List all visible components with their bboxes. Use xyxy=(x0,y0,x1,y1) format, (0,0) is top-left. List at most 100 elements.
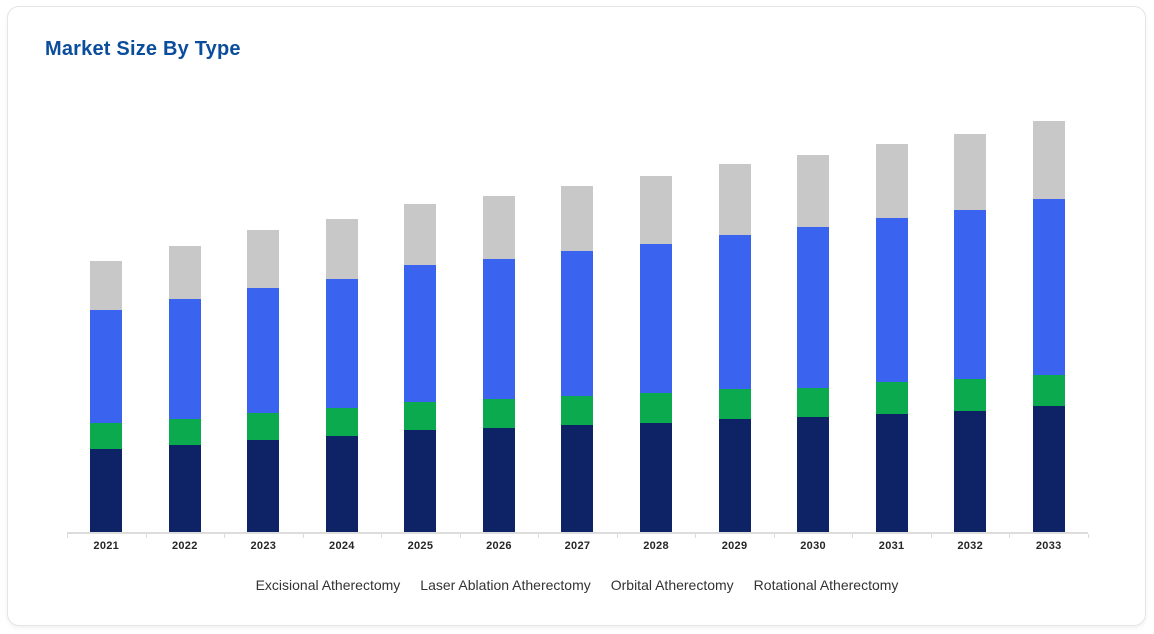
category-slot-2025: 2025 xyxy=(381,100,460,552)
bar-segment-excisional-atherectomy-2033[interactable] xyxy=(1032,406,1065,532)
bar-segment-rotational-atherectomy-2029[interactable] xyxy=(718,164,751,235)
x-axis-label-2032: 2032 xyxy=(957,540,984,552)
bar-segment-orbital-atherectomy-2033[interactable] xyxy=(1032,199,1065,375)
plot-area: 2021 2022 2023 2024 2025 2026 2027 2028 2029 2030… xyxy=(67,100,1089,552)
bar-segment-laser-ablation-atherectomy-2026[interactable] xyxy=(482,399,515,428)
bar-segment-orbital-atherectomy-2031[interactable] xyxy=(875,218,908,382)
bar-segment-rotational-atherectomy-2022[interactable] xyxy=(168,246,201,299)
bar-segment-rotational-atherectomy-2033[interactable] xyxy=(1032,121,1065,199)
bar-segment-orbital-atherectomy-2027[interactable] xyxy=(561,251,594,396)
stacked-bar-2021 xyxy=(90,261,123,532)
x-axis-tick xyxy=(773,534,775,538)
bar-segment-rotational-atherectomy-2024[interactable] xyxy=(325,219,358,279)
bar-segment-orbital-atherectomy-2023[interactable] xyxy=(247,288,280,413)
stacked-bar-2024 xyxy=(325,219,358,532)
bar-segment-excisional-atherectomy-2024[interactable] xyxy=(325,436,358,532)
stacked-bar-2032 xyxy=(954,134,987,532)
x-axis-tick xyxy=(1009,534,1011,538)
stacked-bar-2023 xyxy=(247,230,280,532)
x-axis-tick xyxy=(1088,534,1089,538)
bar-segment-orbital-atherectomy-2028[interactable] xyxy=(640,244,673,393)
bar-segment-rotational-atherectomy-2027[interactable] xyxy=(561,186,594,251)
bar-segment-rotational-atherectomy-2025[interactable] xyxy=(404,204,437,265)
bar-segment-excisional-atherectomy-2022[interactable] xyxy=(168,445,201,532)
bar-segment-orbital-atherectomy-2032[interactable] xyxy=(954,210,987,379)
x-axis-label-2033: 2033 xyxy=(1035,540,1062,552)
category-slot-2030: 2030 xyxy=(774,100,853,552)
bar-segment-laser-ablation-atherectomy-2023[interactable] xyxy=(247,413,280,440)
bar-segment-orbital-atherectomy-2025[interactable] xyxy=(404,265,437,402)
bar-segment-laser-ablation-atherectomy-2021[interactable] xyxy=(90,423,123,449)
x-axis-label-2027: 2027 xyxy=(564,540,591,552)
bar-segment-excisional-atherectomy-2030[interactable] xyxy=(797,417,830,532)
category-slot-2027: 2027 xyxy=(538,100,617,552)
x-axis-tick xyxy=(302,534,304,538)
x-axis-label-2021: 2021 xyxy=(93,540,120,552)
stacked-bar-2031 xyxy=(875,144,908,532)
x-axis-label-2028: 2028 xyxy=(643,540,669,552)
bar-segment-laser-ablation-atherectomy-2027[interactable] xyxy=(561,396,594,425)
bar-segment-orbital-atherectomy-2030[interactable] xyxy=(797,227,830,388)
bar-segment-laser-ablation-atherectomy-2031[interactable] xyxy=(875,382,908,414)
bar-segment-rotational-atherectomy-2023[interactable] xyxy=(247,230,280,288)
x-axis-label-2030: 2030 xyxy=(800,540,826,552)
category-slot-2022: 2022 xyxy=(146,100,225,552)
bar-segment-rotational-atherectomy-2021[interactable] xyxy=(90,261,123,310)
bar-segment-rotational-atherectomy-2026[interactable] xyxy=(482,196,515,259)
x-axis-tick xyxy=(538,534,540,538)
bar-segment-orbital-atherectomy-2021[interactable] xyxy=(90,310,123,423)
category-slot-2024: 2024 xyxy=(303,100,382,552)
bar-segment-rotational-atherectomy-2030[interactable] xyxy=(797,155,830,227)
x-axis-line xyxy=(67,532,1088,534)
legend-item-rotational-atherectomy[interactable]: Rotational Atherectomy xyxy=(753,577,899,593)
bar-segment-excisional-atherectomy-2032[interactable] xyxy=(954,411,987,532)
x-axis-label-2023: 2023 xyxy=(250,540,277,552)
stacked-bar-2033 xyxy=(1032,121,1065,532)
x-axis-tick xyxy=(616,534,618,538)
bar-segment-excisional-atherectomy-2028[interactable] xyxy=(640,423,673,532)
bar-segment-orbital-atherectomy-2029[interactable] xyxy=(718,235,751,389)
bar-segment-orbital-atherectomy-2026[interactable] xyxy=(482,259,515,399)
stacked-bar-2029 xyxy=(718,164,751,532)
bar-segment-excisional-atherectomy-2027[interactable] xyxy=(561,425,594,532)
bar-segment-excisional-atherectomy-2031[interactable] xyxy=(875,414,908,532)
bar-segment-rotational-atherectomy-2032[interactable] xyxy=(954,134,987,210)
stacked-bar-2028 xyxy=(640,176,673,532)
bar-segment-laser-ablation-atherectomy-2024[interactable] xyxy=(325,408,358,436)
stacked-bar-2026 xyxy=(482,196,515,532)
bar-segment-excisional-atherectomy-2029[interactable] xyxy=(718,419,751,532)
bar-segment-laser-ablation-atherectomy-2022[interactable] xyxy=(168,419,201,445)
legend-item-excisional-atherectomy[interactable]: Excisional Atherectomy xyxy=(255,577,401,593)
x-axis-label-2024: 2024 xyxy=(329,540,355,552)
x-axis-tick xyxy=(852,534,854,538)
bar-segment-orbital-atherectomy-2024[interactable] xyxy=(325,279,358,408)
x-axis-tick xyxy=(930,534,932,538)
x-axis-tick xyxy=(224,534,226,538)
x-axis-label-2029: 2029 xyxy=(721,540,748,552)
bar-segment-laser-ablation-atherectomy-2030[interactable] xyxy=(797,388,830,417)
bar-segment-laser-ablation-atherectomy-2029[interactable] xyxy=(718,389,751,419)
bar-segment-excisional-atherectomy-2026[interactable] xyxy=(482,428,515,532)
bar-segment-excisional-atherectomy-2025[interactable] xyxy=(404,430,437,532)
legend-item-laser-ablation-atherectomy[interactable]: Laser Ablation Atherectomy xyxy=(420,577,591,593)
bar-segment-excisional-atherectomy-2021[interactable] xyxy=(90,449,123,532)
x-axis-tick xyxy=(381,534,383,538)
bar-segment-rotational-atherectomy-2031[interactable] xyxy=(875,144,908,218)
bar-segment-orbital-atherectomy-2022[interactable] xyxy=(168,299,201,419)
bar-segment-laser-ablation-atherectomy-2028[interactable] xyxy=(640,393,673,423)
stacked-bar-2025 xyxy=(404,204,437,532)
x-axis-label-2022: 2022 xyxy=(171,540,198,552)
bar-segment-rotational-atherectomy-2028[interactable] xyxy=(640,176,673,244)
category-slot-2026: 2026 xyxy=(460,100,539,552)
bar-segment-laser-ablation-atherectomy-2032[interactable] xyxy=(954,379,987,411)
chart-title: Market Size By Type xyxy=(45,38,241,60)
category-slot-2029: 2029 xyxy=(695,100,774,552)
bar-segment-excisional-atherectomy-2023[interactable] xyxy=(247,440,280,532)
x-axis-tick xyxy=(459,534,461,538)
bar-segment-laser-ablation-atherectomy-2033[interactable] xyxy=(1032,375,1065,406)
stacked-bar-2022 xyxy=(168,246,201,532)
category-slot-2021: 2021 xyxy=(67,100,146,552)
x-axis-tick xyxy=(145,534,147,538)
legend-item-orbital-atherectomy[interactable]: Orbital Atherectomy xyxy=(610,577,734,593)
bar-segment-laser-ablation-atherectomy-2025[interactable] xyxy=(404,402,437,430)
